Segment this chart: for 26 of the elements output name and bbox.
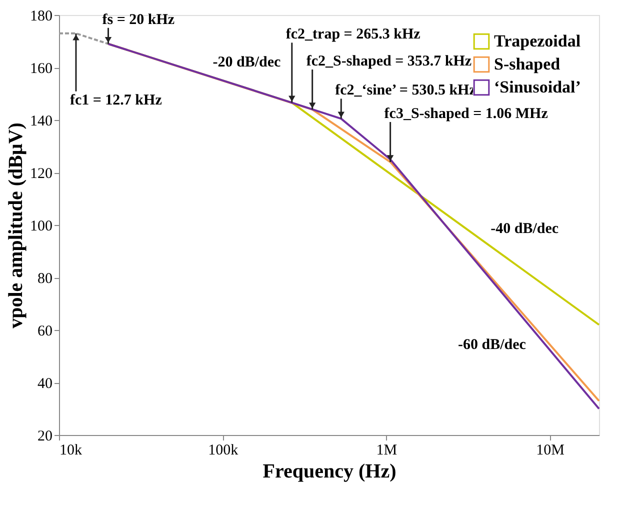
annotation: fc2_S-shaped = 353.7 kHz xyxy=(306,54,472,70)
legend-label: Trapezoidal xyxy=(494,32,581,50)
y-tick-label: 20 xyxy=(38,428,52,444)
x-tick-label: 1M xyxy=(376,442,398,458)
y-axis-title: vpole amplitude (dBμV) xyxy=(5,122,27,328)
annotation: -20 dB/dec xyxy=(212,54,281,70)
y-tick-label: 180 xyxy=(30,8,52,24)
annotation: -60 dB/dec xyxy=(458,337,526,354)
x-tick-label: 10M xyxy=(536,442,564,458)
x-tick-label: 10k xyxy=(60,442,82,458)
annotation: -40 dB/dec xyxy=(490,221,559,238)
y-tick-label: 60 xyxy=(38,324,52,340)
legend-label: ‘Sinusoidal’ xyxy=(494,78,581,96)
y-tick-label: 140 xyxy=(30,114,52,130)
annotation: fs = 20 kHz xyxy=(102,12,175,28)
y-tick-label: 80 xyxy=(38,271,52,287)
annotation: fc3_S-shaped = 1.06 MHz xyxy=(384,106,548,122)
y-tick-label: 160 xyxy=(30,61,52,77)
annotation: fc2_trap = 265.3 kHz xyxy=(286,26,421,43)
x-axis-title: Frequency (Hz) xyxy=(262,460,396,482)
x-tick-label: 100k xyxy=(208,442,239,458)
y-tick-label: 100 xyxy=(30,218,52,234)
annotation: fc1 = 12.7 kHz xyxy=(70,92,162,108)
y-tick-label: 40 xyxy=(38,376,52,392)
legend-label: S-shaped xyxy=(494,54,561,74)
y-tick-label: 120 xyxy=(30,166,52,182)
